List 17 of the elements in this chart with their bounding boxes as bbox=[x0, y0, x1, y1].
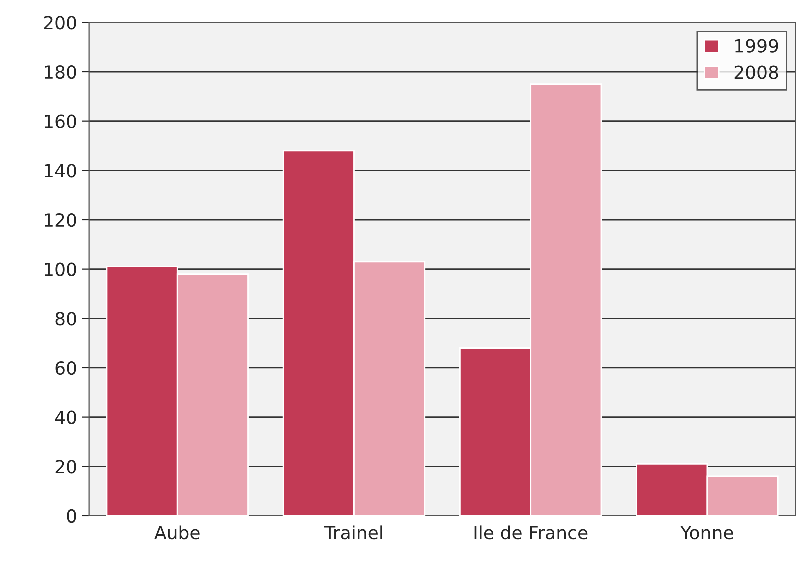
legend-label: 1999 bbox=[736, 39, 778, 53]
y-tick-label: 0 bbox=[67, 509, 76, 524]
x-tick-label: Aube bbox=[154, 526, 200, 540]
y-tick-label: 100 bbox=[45, 262, 76, 276]
y-tick-label: 40 bbox=[55, 410, 76, 424]
y-tick-label: 200 bbox=[44, 16, 76, 30]
y-tick-label: 20 bbox=[56, 460, 76, 474]
legend-label: 2008 bbox=[734, 66, 778, 80]
x-tick-label: Trainel bbox=[324, 526, 382, 540]
y-tick-label: 160 bbox=[45, 114, 76, 128]
y-tick-label: 80 bbox=[56, 312, 76, 326]
x-tick-label: Yonne bbox=[680, 526, 734, 540]
y-tick-label: 60 bbox=[56, 361, 76, 376]
y-tick-label: 140 bbox=[45, 164, 76, 178]
x-tick-label: Ile de France bbox=[474, 526, 588, 540]
y-tick-label: 180 bbox=[45, 65, 76, 80]
y-tick-label: 120 bbox=[45, 213, 76, 228]
